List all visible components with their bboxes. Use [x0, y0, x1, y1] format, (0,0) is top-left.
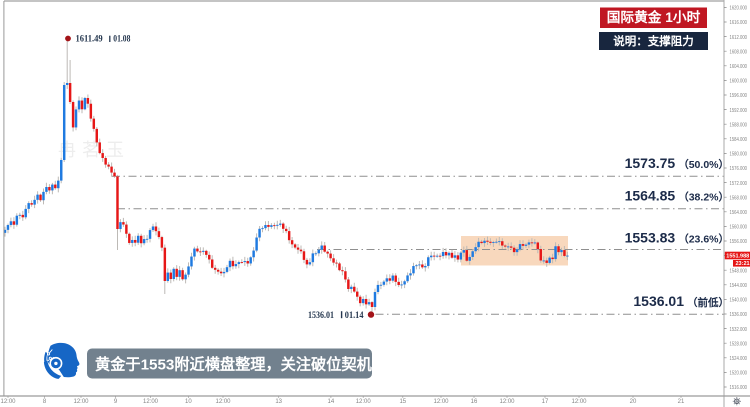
- svg-text:1573.75（50.0%）: 1573.75 （50.0%）: [625, 155, 729, 171]
- svg-text:冉茗玉: 冉茗玉: [58, 140, 130, 160]
- svg-text:1572.000: 1572.000: [730, 181, 748, 187]
- svg-text:10: 10: [185, 399, 192, 405]
- svg-text:1532.000: 1532.000: [730, 327, 748, 333]
- svg-text:12:00: 12:00: [143, 399, 159, 405]
- svg-text:12:00: 12:00: [0, 399, 16, 405]
- svg-text:8: 8: [43, 399, 47, 405]
- svg-text:1551.988: 1551.988: [726, 254, 749, 260]
- svg-text:1592.000: 1592.000: [730, 108, 748, 114]
- svg-text:1616.000: 1616.000: [730, 20, 748, 26]
- svg-text:1556.000: 1556.000: [730, 239, 748, 245]
- svg-text:1580.000: 1580.000: [730, 152, 748, 158]
- svg-text:1520.000: 1520.000: [730, 371, 748, 377]
- svg-text:1600.000: 1600.000: [730, 79, 748, 85]
- svg-text:1516.000: 1516.000: [730, 385, 748, 391]
- svg-text:9: 9: [114, 399, 118, 405]
- svg-text:1588.000: 1588.000: [730, 122, 748, 128]
- svg-text:1611.49: 1611.49: [76, 35, 103, 45]
- svg-text:15: 15: [399, 399, 406, 405]
- svg-text:12:00: 12:00: [215, 399, 231, 405]
- svg-text:1564.000: 1564.000: [730, 210, 748, 216]
- svg-text:黄金于1553附近横盘整理，关注破位契机: 黄金于1553附近横盘整理，关注破位契机: [95, 356, 373, 374]
- svg-text:1536.01（前低）: 1536.01 （前低）: [633, 293, 729, 309]
- svg-text:1612.000: 1612.000: [730, 35, 748, 41]
- svg-text:12:00: 12:00: [571, 399, 587, 405]
- svg-text:1548.000: 1548.000: [730, 268, 748, 274]
- svg-text:12:00: 12:00: [433, 399, 449, 405]
- svg-text:1608.000: 1608.000: [730, 49, 748, 55]
- svg-text:1596.000: 1596.000: [730, 93, 748, 99]
- svg-text:1524.000: 1524.000: [730, 356, 748, 362]
- svg-text:1560.000: 1560.000: [730, 225, 748, 231]
- svg-text:16: 16: [471, 399, 478, 405]
- svg-text:20: 20: [630, 399, 637, 405]
- svg-text:国际黄金 1小时: 国际黄金 1小时: [607, 9, 701, 25]
- svg-text:21: 21: [678, 399, 685, 405]
- svg-text:说明：支撑阻力: 说明：支撑阻力: [613, 34, 694, 48]
- svg-text:17: 17: [542, 399, 549, 405]
- svg-text:1528.000: 1528.000: [730, 341, 748, 347]
- svg-text:1544.000: 1544.000: [730, 283, 748, 289]
- svg-text:01.08: 01.08: [113, 35, 130, 45]
- svg-text:1568.000: 1568.000: [730, 195, 748, 201]
- svg-text:13: 13: [275, 399, 282, 405]
- svg-text:1540.000: 1540.000: [730, 298, 748, 304]
- svg-text:1584.000: 1584.000: [730, 137, 748, 143]
- svg-text:12:00: 12:00: [356, 399, 372, 405]
- svg-text:14: 14: [328, 399, 335, 405]
- svg-text:01.14: 01.14: [345, 311, 364, 321]
- svg-text:1553.83（23.6%）: 1553.83 （23.6%）: [625, 230, 729, 246]
- svg-text:23:21: 23:21: [736, 261, 750, 267]
- svg-text:1564.85（38.2%）: 1564.85 （38.2%）: [625, 188, 729, 204]
- svg-text:1536.01: 1536.01: [308, 311, 334, 321]
- svg-text:1604.000: 1604.000: [730, 64, 748, 70]
- svg-text:12:00: 12:00: [499, 399, 515, 405]
- svg-text:1620.000: 1620.000: [730, 6, 748, 12]
- svg-text:1536.000: 1536.000: [730, 312, 748, 318]
- svg-text:1576.000: 1576.000: [730, 166, 748, 172]
- svg-text:12:00: 12:00: [73, 399, 89, 405]
